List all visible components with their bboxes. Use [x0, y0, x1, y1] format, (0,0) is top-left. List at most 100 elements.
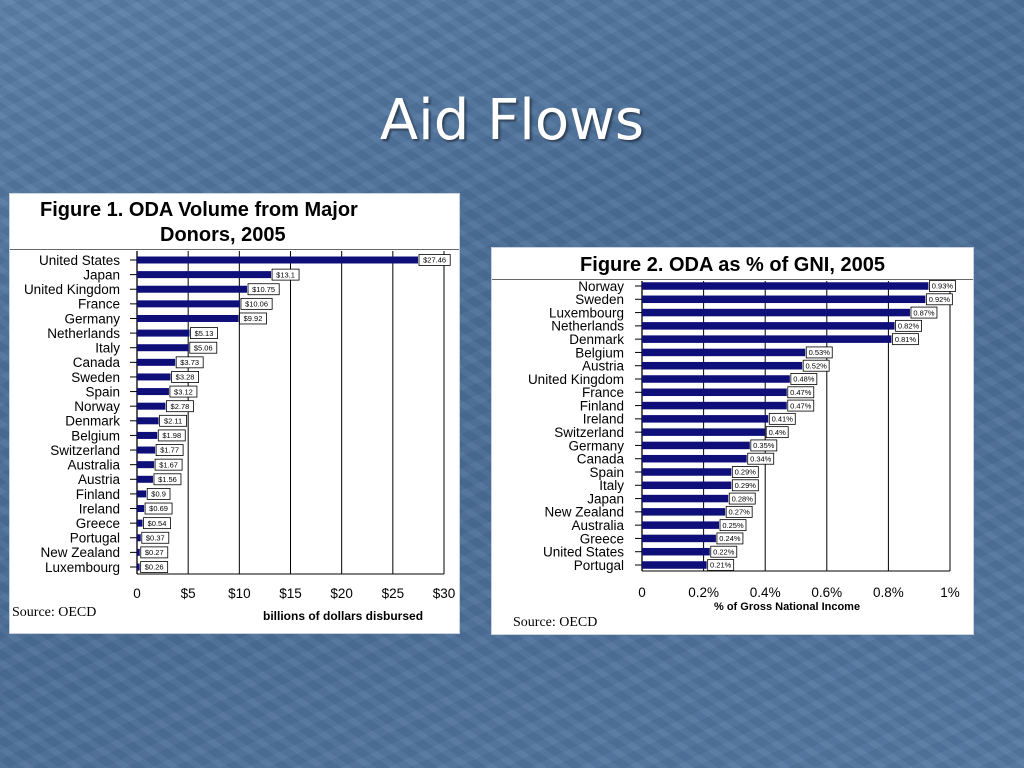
figure-1-title: Figure 1. ODA Volume from Major Donors, … [40, 198, 440, 248]
fig1-value-label-greece: $0.54 [148, 519, 167, 528]
fig1-value-label-italy: $5.06 [194, 343, 213, 352]
fig2-category-label-australia: Australia [571, 518, 624, 533]
figure-2-x-axis-label: % of Gross National Income [714, 601, 861, 613]
slide-title: Aid Flows [379, 88, 645, 153]
fig2-category-label-germany: Germany [568, 438, 624, 453]
fig1-value-label-box [153, 473, 182, 486]
fig2-value-label-norway: 0.93% [932, 282, 954, 291]
fig1-bar-portugal [137, 534, 141, 542]
fig2-x-tick-label: 0.4% [750, 585, 781, 600]
fig1-value-label-box [271, 268, 300, 281]
fig1-bar-italy [137, 344, 189, 352]
fig2-value-label-box [719, 519, 747, 532]
fig1-category-label-united-states: United States [39, 253, 120, 268]
fig1-bar-norway [137, 402, 166, 410]
fig2-x-tick-label: 1% [940, 585, 960, 600]
fig2-category-label-spain: Spain [589, 465, 624, 480]
fig1-value-label-germany: $9.92 [244, 314, 263, 323]
fig2-category-label-japan: Japan [587, 491, 624, 506]
fig1-value-label-box [146, 488, 171, 500]
fig1-value-label-box [144, 502, 173, 515]
figure-1-plot: 0 $5 $10 $15 $20 $25 $30 United States $27.46 Jap… [24, 251, 455, 601]
fig2-category-label-luxembourg: Luxembourg [549, 305, 624, 320]
fig1-value-label-box [190, 327, 218, 339]
fig2-value-label-box [725, 505, 753, 518]
fig2-value-label-japan: 0.28% [732, 494, 754, 503]
fig2-value-label-box [929, 280, 956, 292]
fig2-bar-japan [642, 494, 729, 503]
fig2-value-label-box [895, 319, 922, 332]
fig1-value-label-box [239, 312, 267, 325]
fig2-value-label-belgium: 0.53% [809, 348, 831, 357]
figure-1-source: Source: OECD [12, 605, 97, 620]
fig2-category-label-netherlands: Netherlands [551, 319, 624, 334]
fig1-bar-new-zealand [137, 548, 140, 556]
fig2-category-label-canada: Canada [577, 452, 625, 467]
fig2-value-label-ireland: 0.41% [772, 415, 794, 424]
fig2-bar-united-kingdom [642, 375, 790, 383]
fig1-value-label-canada: $3.73 [180, 358, 199, 367]
fig2-category-label-new-zealand: New Zealand [544, 505, 624, 520]
fig2-value-label-box [790, 373, 818, 385]
fig2-bar-new-zealand [642, 508, 726, 516]
fig1-category-label-spain: Spain [85, 384, 120, 399]
fig1-category-label-denmark: Denmark [65, 414, 120, 429]
fig2-value-label-finland: 0.47% [790, 401, 812, 410]
fig2-category-label-norway: Norway [578, 279, 624, 294]
fig1-category-label-austria: Austria [78, 472, 121, 487]
fig1-category-label-france: France [78, 297, 120, 312]
fig2-category-label-belgium: Belgium [575, 345, 624, 360]
fig2-category-label-ireland: Ireland [583, 412, 624, 427]
fig2-value-label-box [805, 346, 833, 359]
fig2-x-tick-label: 0.8% [873, 585, 904, 600]
fig1-value-label-switzerland: $1.77 [160, 446, 179, 455]
fig1-bar-germany [137, 314, 239, 322]
fig2-category-label-switzerland: Switzerland [554, 425, 624, 440]
fig2-value-label-canada: 0.34% [750, 454, 772, 463]
fig1-value-label-new-zealand: $0.27 [145, 548, 164, 557]
fig1-category-label-netherlands: Netherlands [47, 326, 120, 341]
fig2-category-label-united-states: United States [543, 545, 624, 560]
fig1-value-label-belgium: $1.98 [162, 431, 181, 440]
fig1-bar-greece [137, 519, 143, 527]
fig1-value-label-luxembourg: $0.26 [145, 563, 164, 572]
fig1-category-label-belgium: Belgium [71, 428, 120, 443]
figure-1-title-line-1: Figure 1. ODA Volume from Major [40, 199, 358, 221]
fig2-category-label-austria: Austria [582, 359, 625, 374]
fig2-category-label-greece: Greece [580, 531, 624, 546]
fig2-value-label-box [716, 532, 744, 545]
fig2-category-label-denmark: Denmark [569, 332, 624, 347]
fig1-value-label-spain: $3.12 [174, 387, 193, 396]
fig2-value-label-box [910, 306, 938, 319]
fig1-value-label-box [155, 444, 184, 456]
fig2-value-label-portugal: 0.21% [710, 561, 732, 570]
fig2-value-label-box [765, 426, 789, 439]
fig1-value-label-box [240, 297, 273, 310]
fig1-value-label-netherlands: $5.13 [195, 329, 214, 338]
fig1-bar-australia [137, 461, 155, 469]
fig2-bar-luxembourg [642, 308, 910, 317]
figure-1-title-line-2: Donors, 2005 [160, 224, 286, 246]
figure-2-title: Figure 2. ODA as % of GNI, 2005 [580, 254, 885, 276]
fig2-value-label-box [802, 359, 830, 372]
fig1-category-label-italy: Italy [95, 341, 120, 356]
fig2-bar-canada [642, 454, 747, 463]
fig2-bar-portugal [642, 561, 707, 569]
fig2-bar-australia [642, 521, 719, 529]
fig2-bar-norway [642, 282, 929, 290]
fig1-x-tick-label: $5 [181, 586, 196, 601]
figure-1-title-divider [10, 249, 459, 250]
fig1-bar-switzerland [137, 446, 156, 454]
fig1-value-label-box [157, 429, 186, 442]
fig2-value-label-box [787, 386, 815, 399]
fig2-value-label-switzerland: 0.4% [769, 428, 786, 437]
fig1-bar-netherlands [137, 329, 190, 337]
fig2-value-label-united-states: 0.22% [713, 547, 735, 556]
fig1-bar-united-kingdom [137, 285, 248, 293]
fig2-bar-belgium [642, 348, 806, 357]
fig1-x-tick-label: $15 [279, 586, 302, 601]
fig1-bar-spain [137, 388, 169, 396]
fig1-x-tick-label: $10 [228, 586, 251, 601]
fig2-value-label-italy: 0.29% [735, 481, 757, 490]
fig1-value-label-australia: $1.67 [159, 460, 178, 469]
